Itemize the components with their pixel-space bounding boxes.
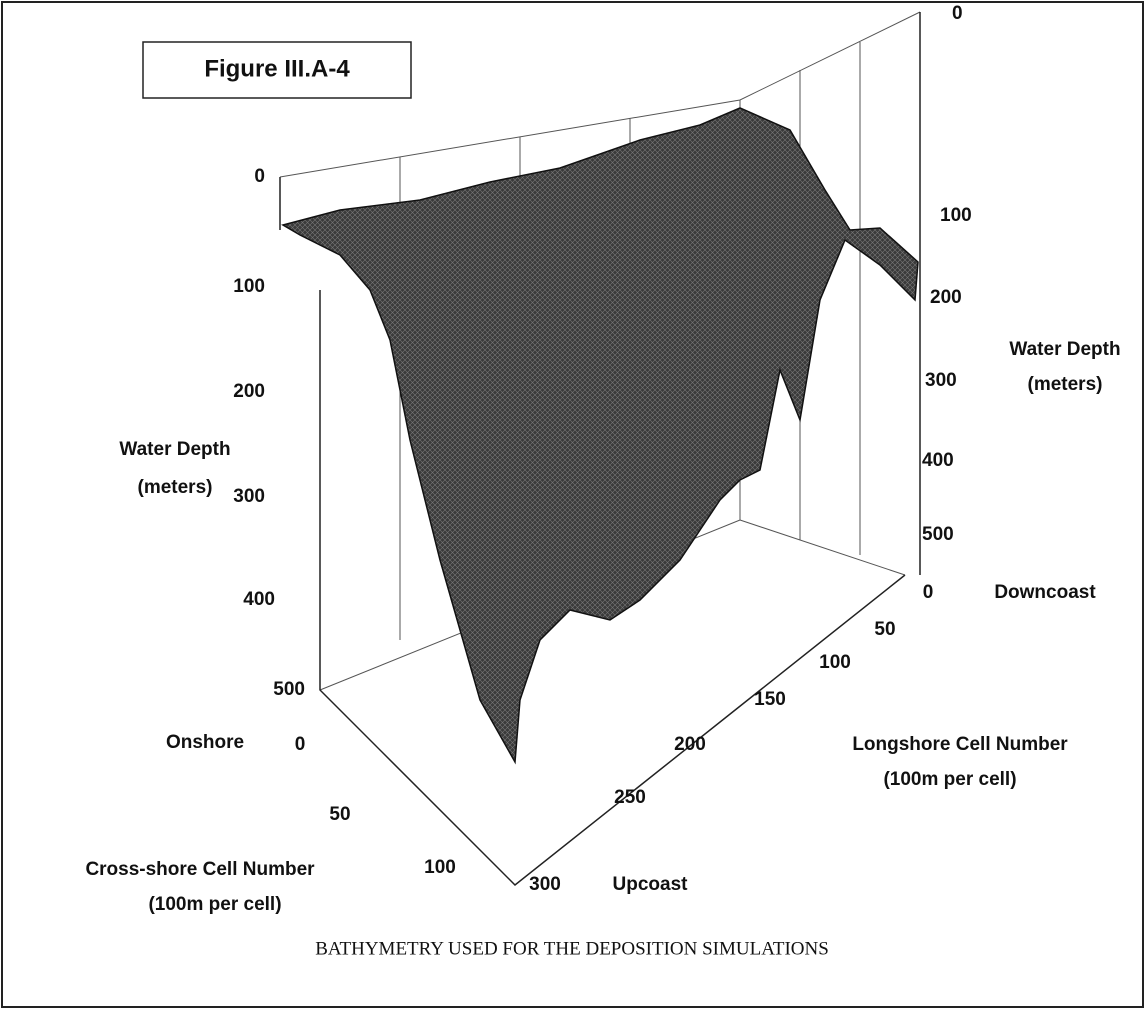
long-tick: 200 [674,734,706,755]
right-axis-title: Water Depth [1009,339,1120,360]
axes [279,12,921,887]
left-tick: 200 [233,381,265,402]
left-tick: 400 [243,589,275,610]
bathymetry-surface [281,107,919,765]
onshore-label: Onshore [166,732,244,753]
left-tick: 500 [273,679,305,700]
long-axis-title: (100m per cell) [883,769,1016,790]
right-tick: 0 [952,3,963,24]
caption: BATHYMETRY USED FOR THE DEPOSITION SIMUL… [315,938,829,959]
left-axis-title: Water Depth [119,439,230,460]
long-tick: 300 [529,874,561,895]
long-tick: 0 [923,582,934,603]
long-tick: 100 [819,652,851,673]
right-tick: 100 [940,205,972,226]
cross-tick: 50 [329,804,350,825]
right-tick: 400 [922,450,954,471]
right-tick: 200 [930,287,962,308]
long-tick: 150 [754,689,786,710]
left-axis-title: (meters) [138,477,213,498]
cross-axis-title: (100m per cell) [148,894,281,915]
figure-label: Figure III.A-4 [204,55,350,82]
long-axis-title: Longshore Cell Number [852,734,1068,755]
cross-tick: 0 [295,734,306,755]
left-tick: 0 [254,166,265,187]
cross-tick: 100 [424,857,456,878]
cross-axis-title: Cross-shore Cell Number [85,859,315,880]
downcoast-label: Downcoast [994,582,1096,603]
right-axis-title: (meters) [1028,374,1103,395]
right-tick: 300 [925,370,957,391]
right-tick: 500 [922,524,954,545]
left-tick: 300 [233,486,265,507]
left-tick: 100 [233,276,265,297]
long-tick: 250 [614,787,646,808]
upcoast-label: Upcoast [613,874,689,895]
long-tick: 50 [874,619,895,640]
label-box [142,41,412,99]
